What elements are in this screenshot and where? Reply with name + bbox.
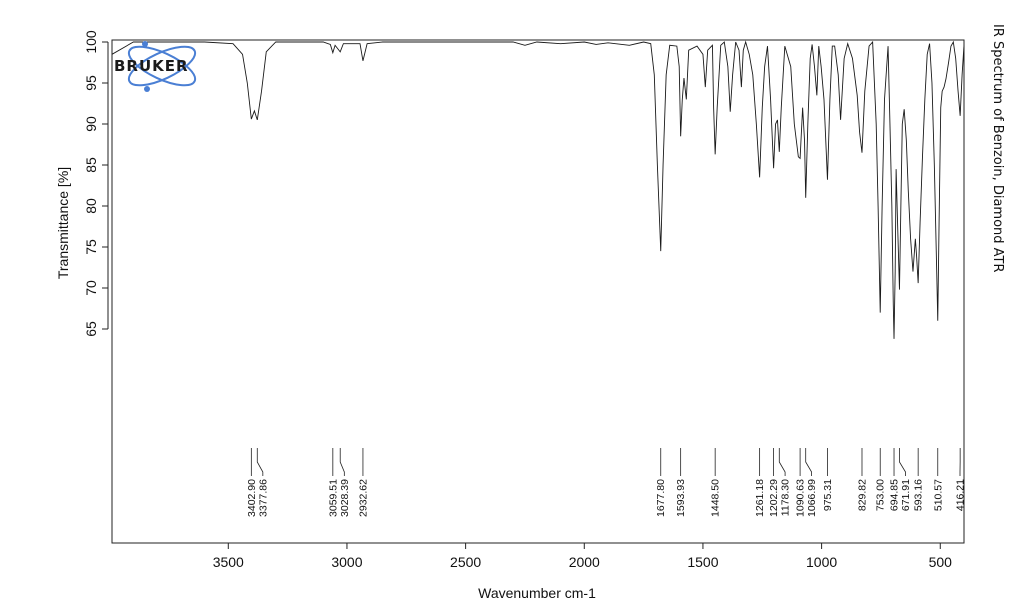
spectrum-line: [111, 40, 965, 339]
peak-label: 3377.86: [257, 479, 269, 517]
peak-label: 3028.39: [339, 479, 351, 517]
peak-label: 671.91: [900, 479, 912, 511]
y-tick-label: 70: [83, 280, 99, 296]
x-tick-label: 500: [929, 554, 953, 570]
peak-label: 416.21: [955, 479, 967, 511]
atom-icon: [127, 41, 197, 92]
peak-label: 1066.99: [806, 479, 818, 517]
peak-label: 3059.51: [327, 479, 339, 517]
peak-marker-line: [805, 448, 812, 476]
peak-label: 3402.90: [246, 479, 258, 517]
y-axis-label: Transmittance [%]: [55, 167, 71, 279]
y-tick-label: 85: [83, 157, 99, 173]
peak-label: 510.57: [932, 479, 944, 511]
peak-label: 2932.62: [357, 479, 369, 517]
peak-label: 829.82: [856, 479, 868, 511]
y-tick-label: 90: [83, 116, 99, 132]
y-axis: 65 70 75 80 85 90 95 100: [83, 30, 109, 337]
peak-marker-line: [778, 448, 786, 476]
x-tick-label: 1000: [806, 554, 837, 570]
peak-label: 1090.63: [795, 479, 807, 517]
x-tick-label: 3000: [331, 554, 362, 570]
chart-title: IR Spectrum of Benzoin, Diamond ATR: [990, 24, 1005, 273]
peak-marker-line: [899, 448, 906, 476]
peak-label: 1593.93: [675, 479, 687, 517]
y-tick-label: 75: [83, 239, 99, 255]
x-axis: 3500 3000 2500 2000 1500 1000 500: [213, 542, 953, 570]
peak-label: 1448.50: [710, 479, 722, 517]
bruker-logo: BRUKER: [114, 41, 197, 92]
plot-frame: [111, 39, 965, 544]
x-tick-label: 3500: [213, 554, 244, 570]
peak-label: 694.85: [889, 479, 901, 511]
y-tick-label: 80: [83, 198, 99, 214]
x-tick-label: 1500: [687, 554, 718, 570]
peak-label: 753.00: [875, 479, 887, 511]
peak-marker-line: [256, 448, 264, 476]
x-axis-label: Wavenumber cm-1: [478, 585, 596, 601]
y-tick-label: 95: [83, 75, 99, 91]
peak-label: 1178.30: [780, 479, 792, 516]
peak-label: 975.31: [822, 479, 834, 511]
x-tick-label: 2500: [450, 554, 481, 570]
peak-markers: 3402.90 3377.86 3059.51 3028.39 2932.62 1677.…: [246, 448, 967, 517]
peak-label: 593.16: [913, 479, 925, 511]
peak-label: 1202.29: [768, 479, 780, 517]
peak-label: 1261.18: [754, 479, 766, 517]
logo-text: BRUKER: [114, 57, 189, 75]
peak-marker-line: [339, 448, 345, 476]
peak-label: 1677.80: [655, 479, 667, 517]
y-tick-label: 65: [83, 321, 99, 337]
x-tick-label: 2000: [569, 554, 600, 570]
y-tick-label: 100: [83, 30, 99, 54]
